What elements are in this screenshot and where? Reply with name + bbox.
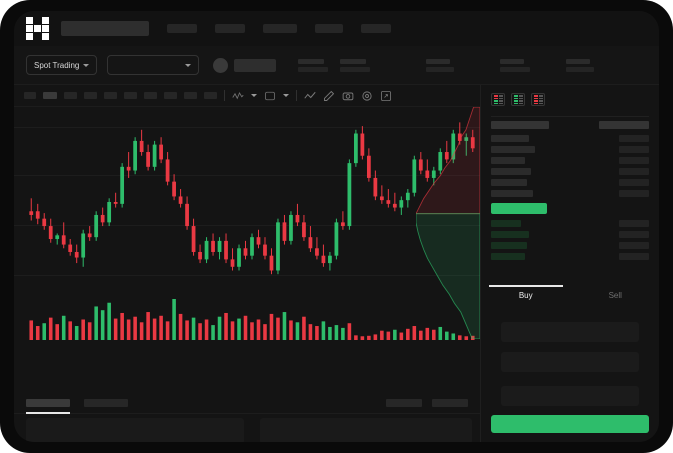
timeframe-button-3[interactable] — [64, 92, 77, 99]
timeframe-button-8[interactable] — [164, 92, 177, 99]
volume-series — [29, 299, 475, 340]
indicator-wave-icon[interactable] — [232, 90, 244, 102]
price-chart[interactable] — [14, 107, 480, 392]
fullscreen-icon[interactable] — [380, 90, 392, 102]
orderbook-ask-row[interactable] — [491, 157, 649, 164]
depth-chart-overlay — [416, 107, 480, 339]
chart-gridline — [14, 175, 480, 176]
chevron-down-icon[interactable] — [251, 94, 257, 97]
chevron-down-icon — [83, 63, 90, 67]
orderbook-col-size — [599, 121, 649, 129]
app-screen: Spot Trading — [14, 11, 659, 442]
toolbar-divider — [224, 90, 225, 101]
nav-item-1[interactable] — [167, 24, 197, 33]
orderbook-sidebar: Buy Sell — [480, 85, 659, 442]
stat-1-label — [298, 58, 325, 64]
timeframe-button-7[interactable] — [144, 92, 157, 99]
orders-tab-bar — [14, 392, 480, 414]
orderbook-bid-row[interactable] — [491, 253, 649, 260]
global-search-input[interactable] — [61, 21, 149, 36]
pair-coin-avatar — [213, 57, 229, 73]
stat-3-value — [426, 66, 455, 72]
chart-toolbar — [14, 85, 480, 107]
orderbook-bid-row[interactable] — [491, 220, 649, 227]
orderbook-view-both-icon[interactable] — [491, 93, 505, 106]
pencil-icon[interactable] — [323, 90, 335, 102]
stat-2-value — [340, 66, 371, 72]
top-navigation-bar — [14, 11, 659, 46]
bottom-panel-right[interactable] — [260, 418, 472, 442]
timeframe-button-4[interactable] — [84, 92, 97, 99]
nav-item-5[interactable] — [361, 24, 391, 33]
bottom-tab-1[interactable] — [26, 398, 70, 414]
orderbook-view-modes — [481, 85, 659, 112]
chevron-down-icon — [185, 63, 192, 67]
stat-2-label — [340, 58, 367, 64]
timeframe-button-2[interactable] — [43, 92, 57, 99]
order-form-tabs: Buy Sell — [481, 285, 659, 307]
chart-gridline — [14, 225, 480, 226]
submit-buy-button[interactable] — [491, 415, 649, 433]
indicator-settings-icon[interactable] — [264, 90, 276, 102]
line-chart-icon[interactable] — [304, 90, 316, 102]
timeframe-button-9[interactable] — [184, 92, 197, 99]
last-price-highlight — [491, 203, 547, 214]
stat-3 — [426, 58, 455, 72]
camera-icon[interactable] — [342, 90, 354, 102]
orderbook-divider — [491, 116, 649, 117]
orderbook-view-asks-icon[interactable] — [531, 93, 545, 106]
orderbook-ask-row[interactable] — [491, 179, 649, 186]
orderbook-ask-row[interactable] — [491, 135, 649, 142]
gear-icon[interactable] — [361, 90, 373, 102]
bottom-panel-left[interactable] — [26, 418, 244, 442]
nav-item-4[interactable] — [315, 24, 343, 33]
stat-1 — [298, 58, 329, 72]
chart-gridline — [14, 275, 480, 276]
bottom-action-1[interactable] — [386, 398, 422, 407]
trading-mode-selector[interactable]: Spot Trading — [26, 55, 98, 75]
candlestick-series — [29, 122, 475, 275]
timeframe-button-1[interactable] — [24, 92, 36, 99]
sell-tab[interactable]: Sell — [608, 291, 622, 300]
market-header-bar: Spot Trading — [14, 46, 659, 85]
toolbar-divider — [296, 90, 297, 101]
stat-5-label — [566, 58, 591, 64]
orderbook-ask-row[interactable] — [491, 190, 649, 197]
stat-5-value — [566, 66, 595, 72]
stat-4 — [500, 58, 531, 72]
trading-mode-label: Spot Trading — [34, 60, 80, 70]
timeframe-button-5[interactable] — [104, 92, 117, 99]
nav-item-2[interactable] — [215, 24, 245, 33]
orderbook-col-price — [491, 121, 549, 129]
last-price-display — [234, 58, 277, 72]
timeframe-button-10[interactable] — [204, 92, 217, 99]
order-amount-field[interactable] — [501, 352, 639, 372]
orderbook-header-row — [491, 121, 649, 129]
okx-logo-glyph — [26, 17, 49, 40]
bottom-tab-2[interactable] — [84, 398, 128, 407]
orderbook-view-bids-icon[interactable] — [511, 93, 525, 106]
okx-logo[interactable] — [26, 17, 49, 40]
orderbook-bid-row[interactable] — [491, 242, 649, 249]
orderbook-ask-row[interactable] — [491, 146, 649, 153]
stat-4-label — [500, 58, 525, 64]
stat-4-value — [500, 66, 531, 72]
stat-5 — [566, 58, 595, 72]
stat-1-value — [298, 66, 329, 72]
bottom-action-2[interactable] — [432, 398, 468, 407]
stat-2 — [340, 58, 371, 72]
chevron-down-icon[interactable] — [283, 94, 289, 97]
chart-gridline — [14, 127, 480, 128]
stat-3-label — [426, 58, 451, 64]
order-total-field[interactable] — [501, 386, 639, 406]
order-price-field[interactable] — [501, 322, 639, 342]
trading-pair-selector[interactable] — [107, 55, 200, 75]
orderbook-ask-row[interactable] — [491, 168, 649, 175]
nav-item-3[interactable] — [263, 24, 297, 33]
orderbook-bid-row[interactable] — [491, 231, 649, 238]
buy-tab[interactable]: Buy — [481, 285, 571, 307]
orderbook-last-price-row — [491, 203, 649, 214]
timeframe-button-6[interactable] — [124, 92, 137, 99]
